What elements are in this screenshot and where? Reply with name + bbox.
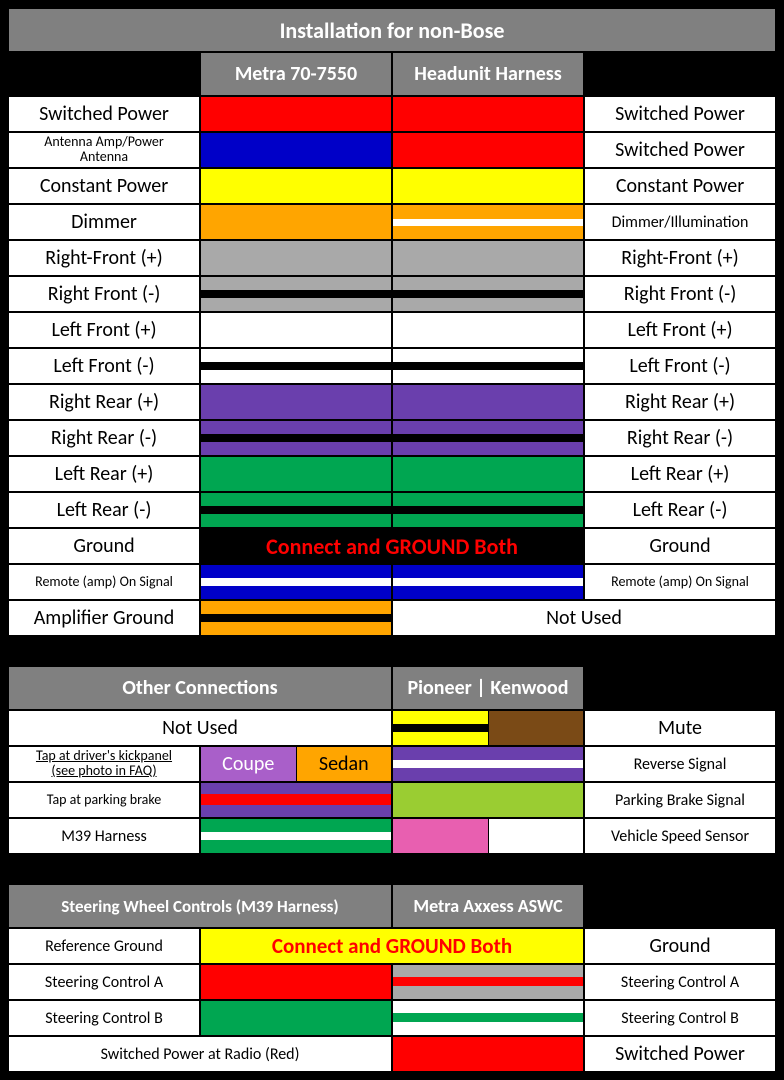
wire-cell: [392, 96, 584, 132]
row-label-r: Ground: [584, 928, 776, 964]
row-label-r: Right Front (-): [584, 276, 776, 312]
row-label-r: Ground: [584, 528, 776, 564]
wire-cell: [200, 818, 392, 854]
row-label: Left Rear (-): [8, 492, 200, 528]
row-label-r: Remote (amp) On Signal: [584, 564, 776, 600]
row-label: Switched Power at Radio (Red): [8, 1036, 392, 1072]
row-label: Not Used: [8, 710, 392, 746]
wire-cell: [392, 240, 584, 276]
sec2-colb: Pioneer | Kenwood: [392, 666, 584, 710]
row-label: Remote (amp) On Signal: [8, 564, 200, 600]
wiring-table: Installation for non-Bose Metra 70-7550 …: [8, 8, 776, 1072]
row-label: Left Front (+): [8, 312, 200, 348]
blank: [584, 52, 776, 96]
wire-cell: [392, 492, 584, 528]
row-label-r: Vehicle Speed Sensor: [584, 818, 776, 854]
sec2-title: Other Connections: [8, 666, 392, 710]
wire-cell: [392, 564, 584, 600]
ground-cell: Connect and GROUND Both: [200, 528, 584, 564]
row-label-r: Mute: [584, 710, 776, 746]
row-label-r: Steering Control A: [584, 964, 776, 1000]
row-label: Left Rear (+): [8, 456, 200, 492]
row-label: Right Rear (+): [8, 384, 200, 420]
row-label: Steering Control B: [8, 1000, 200, 1036]
row-label-r: Right-Front (+): [584, 240, 776, 276]
wire-cell: [200, 564, 392, 600]
row-label: Steering Control A: [8, 964, 200, 1000]
wire-cell: [200, 600, 392, 636]
row-label-r: Dimmer/Illumination: [584, 204, 776, 240]
row-label: Reference Ground: [8, 928, 200, 964]
row-label-r: Right Rear (+): [584, 384, 776, 420]
wire-cell: [200, 348, 392, 384]
row-label-r: Left Rear (-): [584, 492, 776, 528]
wire-cell: [392, 168, 584, 204]
row-label: Amplifier Ground: [8, 600, 200, 636]
row-label-r: Reverse Signal: [584, 746, 776, 782]
wire-cell: [392, 348, 584, 384]
coupe-sedan-cell: Coupe Sedan: [200, 746, 392, 782]
wire-cell: [200, 1000, 392, 1036]
ground-cell: Connect and GROUND Both: [200, 928, 584, 964]
row-label-r: Right Rear (-): [584, 420, 776, 456]
blank: [8, 52, 200, 96]
row-label-r: Parking Brake Signal: [584, 782, 776, 818]
wire-cell: [200, 168, 392, 204]
row-label-r: Constant Power: [584, 168, 776, 204]
row-label: Tap at driver's kickpanel (see photo in …: [8, 746, 200, 782]
wire-cell: [392, 818, 584, 854]
wire-cell: [392, 456, 584, 492]
row-label-r: Switched Power: [584, 132, 776, 168]
blank: [584, 884, 776, 928]
wire-cell: [392, 276, 584, 312]
row-label: Right Rear (-): [8, 420, 200, 456]
wire-cell: [392, 1036, 584, 1072]
wire-cell: [200, 492, 392, 528]
row-label: Antenna Amp/Power Antenna: [8, 132, 200, 168]
row-label: Right Front (-): [8, 276, 200, 312]
row-label: Switched Power: [8, 96, 200, 132]
wire-cell: [392, 384, 584, 420]
wire-cell: [200, 204, 392, 240]
row-label: Dimmer: [8, 204, 200, 240]
wire-cell: [200, 782, 392, 818]
blank: [584, 666, 776, 710]
sec3-title: Steering Wheel Controls (M39 Harness): [8, 884, 392, 928]
wire-cell: [200, 312, 392, 348]
row-label: Right-Front (+): [8, 240, 200, 276]
wire-cell: [392, 782, 584, 818]
row-label: M39 Harness: [8, 818, 200, 854]
row-label-r: Switched Power: [584, 96, 776, 132]
wire-cell: [392, 710, 584, 746]
sec3-colb: Metra Axxess ASWC: [392, 884, 584, 928]
row-label-r: Left Front (-): [584, 348, 776, 384]
row-label: Constant Power: [8, 168, 200, 204]
row-label-r: Left Rear (+): [584, 456, 776, 492]
wire-cell: [392, 312, 584, 348]
wire-cell: [392, 964, 584, 1000]
wire-cell: [200, 384, 392, 420]
wire-cell: [392, 746, 584, 782]
wire-cell: [200, 240, 392, 276]
row-label-r: Steering Control B: [584, 1000, 776, 1036]
wire-cell: [392, 1000, 584, 1036]
wire-cell: [200, 132, 392, 168]
wire-cell: [200, 96, 392, 132]
wire-cell: [200, 420, 392, 456]
row-label-r: Not Used: [392, 600, 776, 636]
row-label: Ground: [8, 528, 200, 564]
col-b-header: Headunit Harness: [392, 52, 584, 96]
wire-cell: [392, 420, 584, 456]
row-label: Tap at parking brake: [8, 782, 200, 818]
wire-cell: [200, 456, 392, 492]
col-a-header: Metra 70-7550: [200, 52, 392, 96]
wire-cell: [392, 204, 584, 240]
wire-cell: [392, 132, 584, 168]
row-label-r: Left Front (+): [584, 312, 776, 348]
row-label: Left Front (-): [8, 348, 200, 384]
main-title: Installation for non-Bose: [8, 8, 776, 52]
wire-cell: [200, 964, 392, 1000]
wire-cell: [200, 276, 392, 312]
row-label-r: Switched Power: [584, 1036, 776, 1072]
